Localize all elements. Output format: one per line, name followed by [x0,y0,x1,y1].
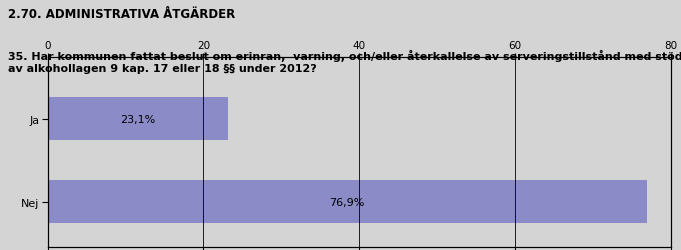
Text: 23,1%: 23,1% [120,114,155,124]
Bar [48,180,647,224]
Text: 76,9%: 76,9% [330,197,365,207]
Text: 35. Har kommunen fattat beslut om erinran,  varning, och/eller återkallelse av s: 35. Har kommunen fattat beslut om erinra… [8,50,681,74]
Bar [48,98,227,141]
Text: 2.70. ADMINISTRATIVA ÅTGÄRDER: 2.70. ADMINISTRATIVA ÅTGÄRDER [8,8,236,20]
